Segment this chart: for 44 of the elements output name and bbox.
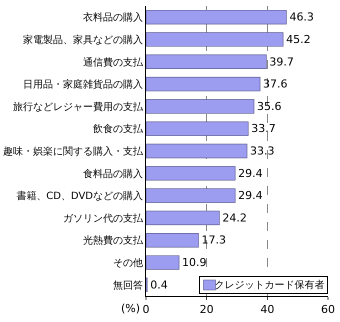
y-tick-label: 趣味・娯楽に関する購入・支払	[3, 146, 144, 158]
x-axis-title: (%)	[121, 302, 140, 315]
y-tick-label: ガソリン代の支払	[63, 212, 144, 224]
data-label: 35.6	[256, 100, 282, 113]
bar	[146, 76, 260, 92]
x-tick-label: 0	[142, 303, 150, 316]
data-label: 29.4	[238, 189, 263, 202]
data-label: 24.2	[222, 211, 247, 224]
bar	[146, 10, 287, 24]
x-tick-label: 40	[260, 303, 274, 316]
bar	[146, 233, 199, 248]
y-tick-label: 書籍、CD、DVDなどの購入	[16, 190, 143, 202]
y-tick-label: 衣料品の購入	[83, 12, 143, 24]
data-label: 0.4	[150, 278, 168, 292]
data-label: 46.3	[289, 10, 314, 24]
data-label: 10.9	[182, 256, 207, 270]
data-label: 33.7	[251, 122, 276, 136]
bar	[146, 121, 249, 136]
bar	[146, 166, 236, 181]
data-label: 17.3	[201, 234, 226, 247]
x-tick-label: 20	[200, 303, 214, 316]
bar	[146, 210, 220, 226]
bar	[146, 255, 180, 270]
y-tick-label: 光熱費の支払	[83, 234, 144, 247]
y-tick-label: 日用品・家庭雑貨品の購入	[23, 78, 143, 91]
y-tick-label: 家電製品、家具などの購入	[23, 34, 143, 46]
x-tick-label: 60	[321, 303, 335, 316]
y-tick-label: 飲食の支払	[93, 123, 144, 136]
bar	[146, 54, 267, 69]
y-tick-label: 旅行などレジャー費用の支払	[13, 100, 144, 113]
data-label: 33.3	[250, 144, 275, 158]
legend-label: クレジットカード保有者	[202, 279, 325, 291]
y-tick-label: 通信費の支払	[83, 56, 144, 68]
data-label: 37.6	[263, 78, 288, 91]
bar	[146, 188, 236, 203]
data-label: 45.2	[286, 32, 311, 46]
y-tick-label: 無回答	[113, 279, 143, 292]
y-tick-label: 食料品の購入	[83, 168, 143, 180]
bar	[146, 144, 248, 158]
bar	[146, 32, 284, 47]
data-label: 29.4	[238, 166, 263, 180]
bar	[146, 99, 254, 114]
data-label: 39.7	[269, 55, 294, 68]
y-tick-label: その他	[113, 257, 143, 270]
